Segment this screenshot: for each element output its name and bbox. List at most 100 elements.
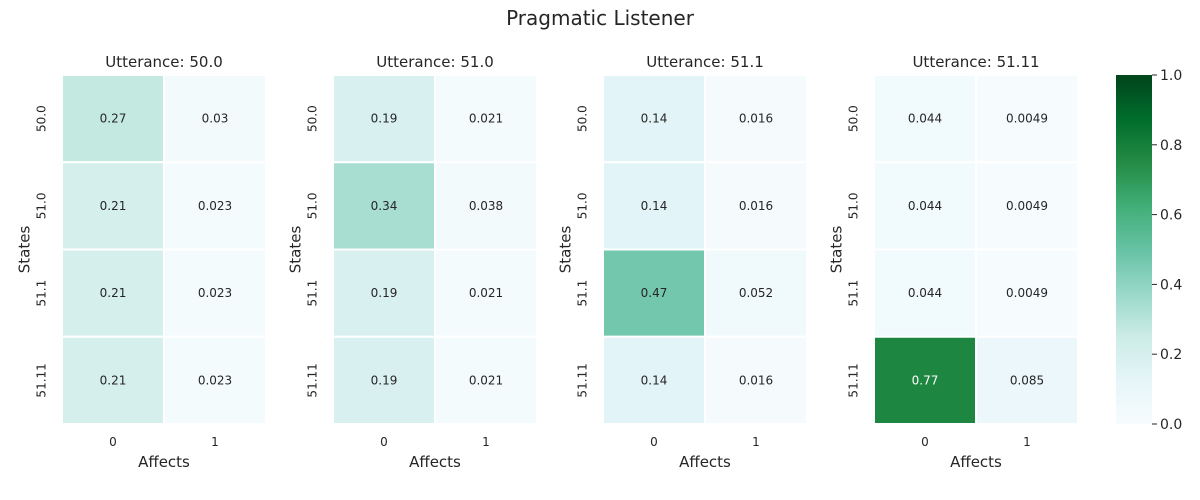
y-tick-label: 51.1 [35,280,49,307]
y-tick-label: 50.0 [306,105,320,132]
x-tick-label: 0 [921,435,929,449]
x-tick-label: 1 [752,435,760,449]
y-tick-label: 51.11 [306,363,320,397]
x-tick-label: 0 [109,435,117,449]
x-axis-label: Affects [950,453,1002,471]
x-tick-label: 0 [380,435,388,449]
x-axis-label: Affects [409,453,461,471]
colorbar-tick-label: 0.6 [1160,208,1182,224]
heatmap-cell [434,248,538,338]
heatmap-panel-4: Utterance: 51.11 0.044 0.0049 0.044 0.0049 0.… [828,53,1079,471]
heatmap-cell [975,335,1079,425]
cell-value-label: 0.044 [908,112,942,126]
colorbar-tick-label: 0.8 [1160,138,1182,154]
heatmap-cell [61,161,165,251]
heatmap-cell [873,248,977,338]
cell-value-label: 0.21 [100,286,127,300]
y-tick-label: 50.0 [847,105,861,132]
heatmap-cell [873,161,977,251]
cell-value-label: 0.0049 [1006,286,1048,300]
panel-title: Utterance: 51.0 [376,53,494,71]
heatmap-panel-2: Utterance: 51.0 0.19 0.021 0.34 0.038 0.19 0.0… [287,53,538,471]
heatmap-cell [61,335,165,425]
colorbar-tick-label: 0.2 [1160,347,1182,363]
y-tick-label: 50.0 [35,105,49,132]
y-tick-label: 51.1 [576,280,590,307]
cell-value-label: 0.0049 [1006,112,1048,126]
heatmap-cell [163,335,267,425]
cell-value-label: 0.023 [198,286,232,300]
cell-value-label: 0.14 [641,373,668,387]
cell-value-label: 0.14 [641,199,668,213]
heatmap-cell [975,74,1079,164]
heatmap-cell [602,248,706,338]
cell-value-label: 0.47 [641,286,668,300]
y-tick-label: 51.0 [35,193,49,220]
y-axis-label: States [287,226,305,274]
figure-title: Pragmatic Listener [506,6,695,30]
cell-value-label: 0.038 [469,199,503,213]
heatmap-cell [602,74,706,164]
cell-value-label: 0.021 [469,373,503,387]
y-tick-label: 51.0 [847,193,861,220]
x-axis-label: Affects [138,453,190,471]
heatmap-cell [602,161,706,251]
heatmap-cell [434,74,538,164]
heatmap-cell [975,161,1079,251]
heatmap-cell [602,335,706,425]
x-tick-label: 1 [482,435,490,449]
panel-title: Utterance: 51.11 [912,53,1039,71]
cell-value-label: 0.19 [371,286,398,300]
y-tick-label: 50.0 [576,105,590,132]
heatmap-cell [975,248,1079,338]
heatmap-cell [704,161,808,251]
cell-value-label: 0.044 [908,199,942,213]
heatmap-cell [704,74,808,164]
heatmap-cell [163,248,267,338]
panel-title: Utterance: 50.0 [105,53,223,71]
cell-value-label: 0.19 [371,112,398,126]
y-tick-label: 51.11 [35,363,49,397]
cell-value-label: 0.016 [739,112,773,126]
heatmap-panel-1: Utterance: 50.0 0.27 0.03 0.21 0.023 0.21 0.02… [16,53,267,471]
colorbar: 0.0 0.2 0.4 0.6 0.8 1.0 [1116,68,1182,433]
x-tick-label: 1 [1023,435,1031,449]
y-axis-label: States [828,226,846,274]
heatmap-cell [873,335,977,425]
heatmap-cell [163,161,267,251]
y-tick-label: 51.11 [847,363,861,397]
heatmap-cell [434,161,538,251]
heatmap-panel-3: Utterance: 51.1 0.14 0.016 0.14 0.016 0.47 0.0… [557,53,808,471]
x-tick-label: 1 [211,435,219,449]
cell-value-label: 0.14 [641,112,668,126]
y-tick-label: 51.0 [306,193,320,220]
y-axis-label: States [16,226,34,274]
cell-value-label: 0.21 [100,373,127,387]
colorbar-tick-label: 0.4 [1160,277,1182,293]
cell-value-label: 0.03 [202,112,229,126]
x-axis-label: Affects [679,453,731,471]
heatmap-cell [163,74,267,164]
y-tick-label: 51.11 [576,363,590,397]
x-tick-label: 0 [650,435,658,449]
cell-value-label: 0.021 [469,286,503,300]
heatmap-cell [704,335,808,425]
heatmap-cell [61,74,165,164]
cell-value-label: 0.34 [371,199,398,213]
colorbar-gradient [1116,75,1152,424]
y-tick-label: 51.0 [576,193,590,220]
heatmap-cell [704,248,808,338]
heatmap-cell [434,335,538,425]
cell-value-label: 0.19 [371,373,398,387]
colorbar-tick-label: 1.0 [1160,68,1182,84]
cell-value-label: 0.016 [739,373,773,387]
cell-value-label: 0.023 [198,199,232,213]
cell-value-label: 0.77 [912,373,939,387]
panel-title: Utterance: 51.1 [646,53,764,71]
cell-value-label: 0.044 [908,286,942,300]
cell-value-label: 0.021 [469,112,503,126]
y-tick-label: 51.1 [306,280,320,307]
cell-value-label: 0.21 [100,199,127,213]
cell-value-label: 0.0049 [1006,199,1048,213]
